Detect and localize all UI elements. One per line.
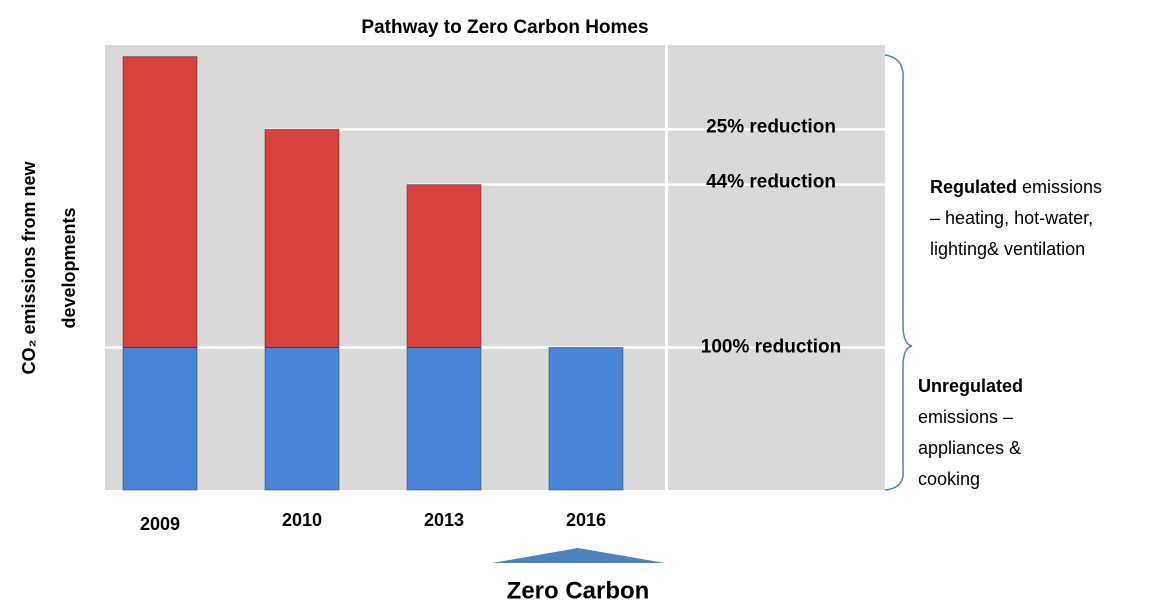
arrow (492, 548, 665, 563)
brace-label-line: appliances & (918, 438, 1021, 458)
x-label: Zero Carbon (507, 577, 650, 604)
brace-label-line: emissions – (918, 407, 1013, 427)
series-name: Unregulated (918, 376, 1023, 396)
brace-label-line: emissions (1022, 177, 1102, 197)
series-name: Regulated (930, 177, 1017, 197)
bar-segment (264, 128, 340, 348)
bar-segment (406, 346, 482, 491)
brace-label: Regulated emissions – heating, hot-water, l… (930, 177, 1102, 259)
brace-label-line: cooking (918, 469, 980, 489)
bar-segment (406, 184, 482, 348)
y-label-line: CO₂ emissions from new (19, 160, 39, 374)
bar-segment (548, 346, 624, 491)
chart-title: Pathway to Zero Carbon Homes (361, 17, 648, 38)
y-label: CO₂ emissions from new developments (19, 160, 79, 374)
brace-label: Unregulated emissions – appliances & cookin… (918, 376, 1023, 489)
brace-label-line: lighting& ventilation (930, 239, 1085, 259)
y-label-line: developments (59, 207, 79, 328)
bar-segment (122, 56, 198, 348)
brace-label-line: – heating, hot-water, (930, 208, 1093, 228)
bar-segment (122, 346, 198, 491)
brace (884, 54, 913, 491)
x-tick-label: 2016 (566, 510, 606, 530)
annotation: 100% reduction (701, 336, 841, 357)
annotation-panel (668, 45, 885, 490)
x-tick-label: 2013 (424, 510, 464, 530)
annotation: 44% reduction (706, 172, 836, 193)
x-tick-label: 2009 (140, 514, 180, 534)
bar-segment (264, 346, 340, 491)
annotation: 25% reduction (706, 116, 836, 137)
x-tick-label: 2010 (282, 510, 322, 530)
